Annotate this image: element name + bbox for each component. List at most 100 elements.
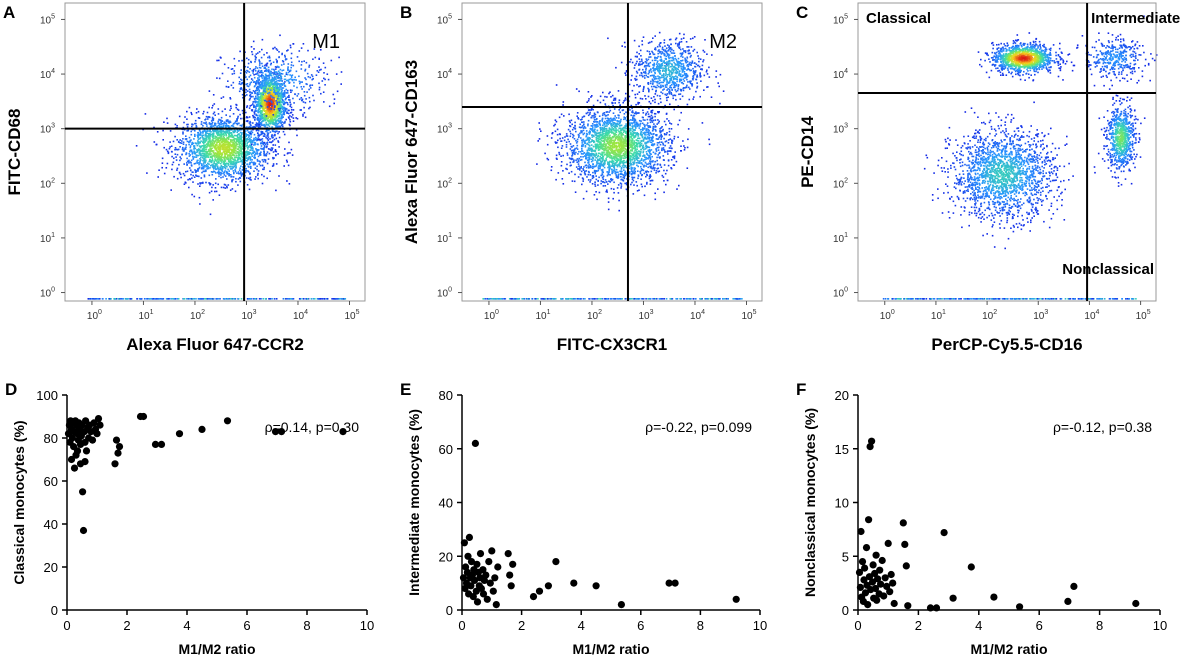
data-point [68, 434, 76, 442]
data-point [868, 437, 876, 445]
y-tick-label: 100 [833, 287, 848, 300]
x-tick-label: 4 [975, 618, 982, 633]
plot-frame [64, 2, 366, 302]
data-point [488, 547, 496, 555]
data-point [665, 579, 673, 587]
data-point [990, 593, 998, 601]
data-point [470, 576, 479, 585]
data-point [855, 568, 864, 577]
data-point [926, 604, 935, 612]
data-point [862, 544, 871, 552]
data-point [489, 587, 497, 595]
x-tick-label: 8 [697, 618, 704, 633]
data-point [592, 582, 600, 590]
y-tick-label: 102 [833, 177, 848, 190]
gate-label-classical: Classical [866, 10, 931, 27]
x-tick-label: 4 [578, 618, 585, 633]
panel-letter: F [796, 380, 806, 399]
y-tick-label: 5 [842, 549, 849, 564]
scatter-panel-e: E 0 2 4 6 8 10 0 20 40 60 80 M1/M2 ratio Intermediate… [400, 380, 767, 657]
data-point [277, 428, 286, 436]
data-point [473, 560, 481, 568]
x-tick-label: 101 [535, 309, 550, 322]
data-point [884, 539, 892, 548]
data-point [1070, 582, 1078, 591]
data-point [535, 587, 544, 595]
data-point [504, 550, 512, 558]
data-point [467, 582, 475, 590]
data-point [477, 584, 485, 593]
y-axis-label: Intermediate monocytes (%) [406, 409, 422, 596]
data-point [115, 443, 124, 451]
data-point [483, 595, 491, 603]
x-tick-label: 105 [1136, 309, 1151, 322]
x-axis-label: Alexa Fluor 647-CCR2 [126, 335, 304, 354]
data-point [889, 579, 897, 587]
y-tick-label: 15 [835, 442, 849, 457]
x-tick-label: 8 [303, 618, 310, 633]
data-point [339, 428, 347, 436]
data-point [223, 417, 232, 425]
x-tick-label: 103 [638, 309, 653, 322]
data-point [857, 527, 865, 536]
data-point [464, 552, 472, 560]
event-dots [882, 15, 1158, 300]
data-point [494, 563, 502, 571]
data-point [902, 562, 910, 570]
data-point [507, 582, 515, 590]
flow-panel-c: C 100 101 102 103 104 105 100 101 102 103 104 105 Per… [796, 2, 1180, 354]
x-tick-label: 6 [243, 618, 250, 633]
y-tick-label: 0 [842, 603, 849, 618]
y-tick-label: 20 [44, 560, 58, 575]
y-axis-label: Nonclassical monocytes (%) [802, 408, 818, 597]
data-point [469, 593, 477, 601]
data-point [79, 488, 87, 496]
data-point [858, 558, 867, 566]
x-axis-label: FITC-CX3CR1 [557, 335, 668, 354]
flow-panel-b: B 100 101 102 103 104 105 100 101 102 103 104 105 FIT… [400, 2, 763, 354]
y-axis-label: Alexa Fluor 647-CD163 [402, 60, 421, 244]
x-axis-label: M1/M2 ratio [178, 641, 255, 657]
x-tick-label: 103 [241, 309, 256, 322]
data-point [93, 430, 101, 438]
data-point [82, 447, 91, 455]
y-tick-label: 80 [44, 431, 58, 446]
correlation-annotation: ρ=-0.22, p=0.099 [645, 419, 752, 435]
x-tick-label: 10 [360, 618, 374, 633]
y-axis-label: PE-CD14 [798, 116, 817, 188]
gate-label-nonclassical: Nonclassical [1062, 261, 1154, 278]
data-point [460, 539, 468, 547]
data-point [492, 601, 500, 609]
y-tick-label: 102 [40, 177, 55, 190]
data-point [471, 439, 479, 447]
x-tick-label: 105 [344, 309, 359, 322]
x-tick-label: 105 [741, 309, 756, 322]
data-point [886, 588, 894, 596]
data-point [899, 519, 907, 527]
x-tick-label: 2 [518, 618, 525, 633]
y-tick-label: 101 [833, 232, 848, 245]
data-point [861, 564, 869, 572]
scatter-panel-f: F 0 2 4 6 8 10 0 5 10 15 20 M1/M2 ratio Nonclassical … [796, 380, 1167, 657]
data-point [114, 449, 122, 457]
y-tick-label: 0 [446, 603, 453, 618]
data-point [904, 602, 912, 610]
data-point [139, 412, 148, 421]
data-point [860, 576, 868, 584]
x-tick-label: 2 [915, 618, 922, 633]
y-tick-label: 100 [40, 287, 55, 300]
x-tick-label: 6 [1036, 618, 1043, 633]
y-tick-label: 101 [437, 232, 452, 245]
y-tick-label: 80 [439, 388, 453, 403]
data-point [932, 604, 941, 612]
data-point [871, 569, 879, 578]
y-tick-label: 10 [835, 496, 849, 511]
correlation-annotation: ρ=0.14, p=0.30 [265, 419, 360, 435]
data-point [96, 421, 104, 429]
x-tick-label: 102 [190, 309, 205, 322]
data-point [940, 529, 948, 537]
data-point [1064, 597, 1072, 606]
data-point [491, 574, 499, 582]
